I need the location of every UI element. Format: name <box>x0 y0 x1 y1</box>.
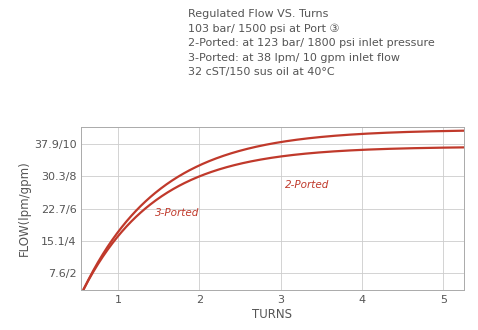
Y-axis label: FLOW(lpm/gpm): FLOW(lpm/gpm) <box>18 161 31 256</box>
Text: Regulated Flow VS. Turns
103 bar/ 1500 psi at Port ③
2-Ported: at 123 bar/ 1800 : Regulated Flow VS. Turns 103 bar/ 1500 p… <box>188 9 435 77</box>
Text: 3-Ported: 3-Ported <box>154 208 199 218</box>
Text: 2-Ported: 2-Ported <box>285 180 329 190</box>
X-axis label: TURNS: TURNS <box>252 308 293 321</box>
